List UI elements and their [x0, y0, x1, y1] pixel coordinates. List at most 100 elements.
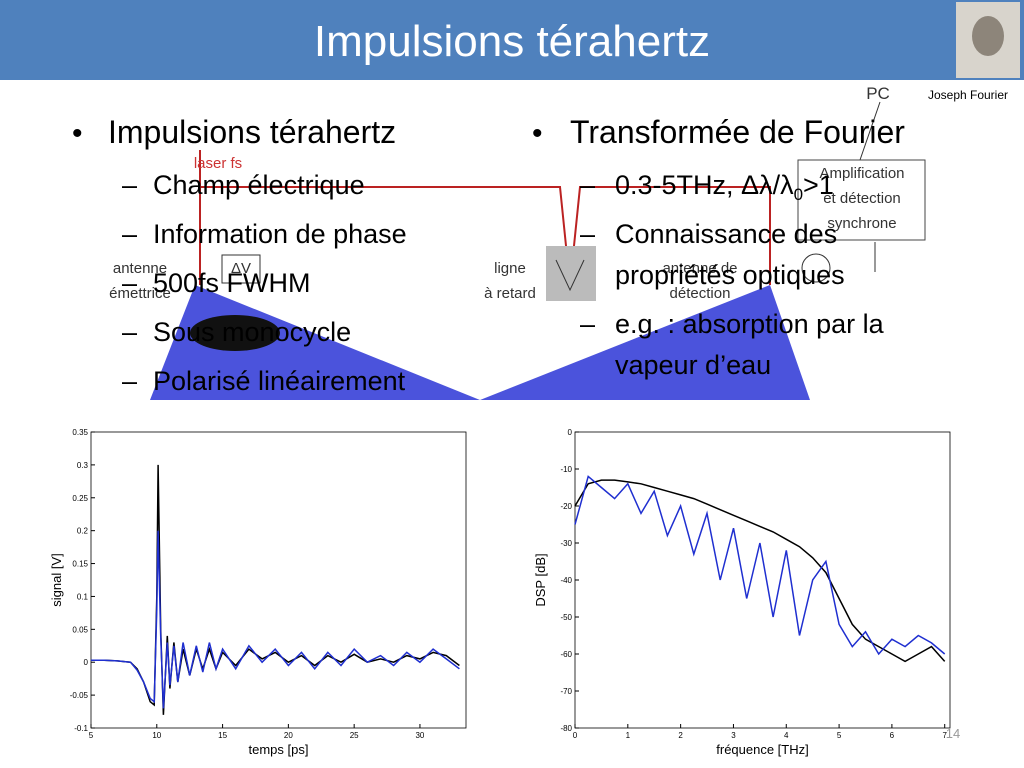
detector-label: détection [670, 285, 731, 302]
y-tick-label: -80 [560, 724, 572, 733]
diagram: laser fs antenne émettrice ΔV ligne à re… [109, 84, 926, 400]
y-tick-label: -50 [560, 613, 572, 622]
y-tick-label: -0.05 [70, 691, 89, 700]
x-tick-label: 1 [626, 731, 631, 740]
x-tick-label: 10 [152, 731, 161, 740]
text-part: 0.3-5THz, Δλ/λ [615, 170, 794, 200]
portrait-face [972, 16, 1004, 56]
retroreflector [555, 259, 585, 292]
dash: – [122, 317, 137, 347]
amplifier-label: Amplification [819, 165, 904, 182]
y-tick-label: 0.05 [72, 625, 88, 634]
chopper [190, 315, 280, 351]
x-tick-label: 15 [218, 731, 227, 740]
bullet: Transformée de Fourier [570, 114, 905, 150]
dash: – [122, 268, 137, 298]
x-axis-label: temps [ps] [249, 742, 309, 757]
x-tick-label: 5 [89, 731, 94, 740]
pc-label: PC [866, 84, 890, 103]
page-number: 14 [946, 726, 960, 741]
slide-title: Impulsions térahertz [314, 17, 710, 66]
x-tick-label: 0 [573, 731, 578, 740]
amplifier-label: synchrone [827, 215, 896, 232]
y-tick-label: 0.15 [72, 560, 88, 569]
amplifier-label: et détection [823, 190, 901, 207]
y-tick-label: -60 [560, 650, 572, 659]
y-tick-label: 0.2 [77, 527, 89, 536]
dash: – [122, 219, 137, 249]
voltage-box [221, 254, 261, 284]
y-tick-label: -70 [560, 687, 572, 696]
y-tick-label: 0 [568, 428, 573, 437]
bullet-dot: • [532, 117, 543, 150]
y-axis-label: DSP [dB] [533, 553, 548, 606]
delay-label: ligne [494, 260, 526, 277]
emitter-label: antenne [113, 260, 167, 277]
y-tick-label: 0.3 [77, 461, 89, 470]
title-bar [0, 0, 1024, 80]
sub-bullets: – Champ électrique– Information de phase– 5… [122, 170, 407, 396]
delay-stage [546, 246, 596, 301]
sub-bullet: propriétés optiques [615, 260, 845, 290]
bullet-dot: • [72, 117, 83, 150]
y-axis-label: signal [V] [49, 553, 64, 606]
dash: – [122, 170, 137, 200]
sub-bullet: Sous monocycle [153, 317, 351, 347]
y-tick-label: -20 [560, 502, 572, 511]
y-tick-label: 0.1 [77, 592, 89, 601]
emitter-label: émettrice [109, 285, 171, 302]
x-tick-label: 30 [415, 731, 424, 740]
sub-bullet: 0.3-5THz, Δλ/λ0>1 [615, 170, 834, 204]
subscript: 0 [794, 185, 803, 204]
y-tick-label: 0.25 [72, 494, 88, 503]
text-part: >1 [803, 170, 834, 200]
x-tick-label: 25 [350, 731, 359, 740]
portrait-caption: Joseph Fourier [928, 88, 1008, 102]
charts: 5 10 15 20 25 30-0.1-0.0500.050.10.150.20.250… [49, 428, 951, 757]
amplifier-box [797, 159, 926, 241]
x-axis-label: fréquence [THz] [716, 742, 809, 757]
x-tick-label: 7 [942, 731, 947, 740]
bullets: • Impulsions térahertz – Champ électrique… [72, 114, 905, 396]
sub-bullet: Champ électrique [153, 170, 365, 200]
dash: – [580, 170, 595, 200]
y-tick-label: 0 [84, 658, 89, 667]
voltage-label: ΔV [231, 260, 251, 277]
sub-bullet: Information de phase [153, 219, 407, 249]
sub-bullet: 500fs FWHM [153, 268, 311, 298]
y-tick-label: -10 [560, 465, 572, 474]
x-tick-label: 4 [784, 731, 789, 740]
dash: – [580, 219, 595, 249]
plot-frame [90, 431, 467, 729]
x-tick-label: 3 [731, 731, 736, 740]
detector-label: antenne de [662, 260, 737, 277]
detector-amp [801, 253, 831, 283]
laser-path [200, 186, 771, 286]
x-tick-label: 5 [837, 731, 842, 740]
y-tick-label: 0.35 [72, 428, 88, 437]
y-tick-label: -40 [560, 576, 572, 585]
dash: – [122, 366, 137, 396]
sub-bullet: Connaissance des [615, 219, 837, 249]
sub-bullet: vapeur d’eau [615, 350, 771, 380]
chart-area [0, 408, 1024, 768]
data-line [91, 530, 460, 709]
sub-bullet: e.g. : absorption par la [615, 309, 885, 339]
sub-bullets: – 0.3-5THz, Δλ/λ0>1 – Connaissance des p… [580, 170, 885, 380]
detected-beam [480, 285, 810, 400]
laser-label: laser fs [194, 155, 242, 172]
x-tick-label: 6 [890, 731, 895, 740]
data-line [574, 475, 946, 656]
emitted-beam [150, 285, 480, 400]
data-line [91, 464, 460, 715]
y-tick-label: -0.1 [74, 724, 88, 733]
arrow [859, 101, 881, 161]
x-tick-label: 20 [284, 731, 293, 740]
y-tick-label: -30 [560, 539, 572, 548]
x-tick-label: 2 [678, 731, 683, 740]
bullet: Impulsions térahertz [108, 114, 396, 150]
delay-label: à retard [484, 285, 536, 302]
sub-bullet: Polarisé linéairement [153, 366, 406, 396]
dash: – [580, 309, 595, 339]
